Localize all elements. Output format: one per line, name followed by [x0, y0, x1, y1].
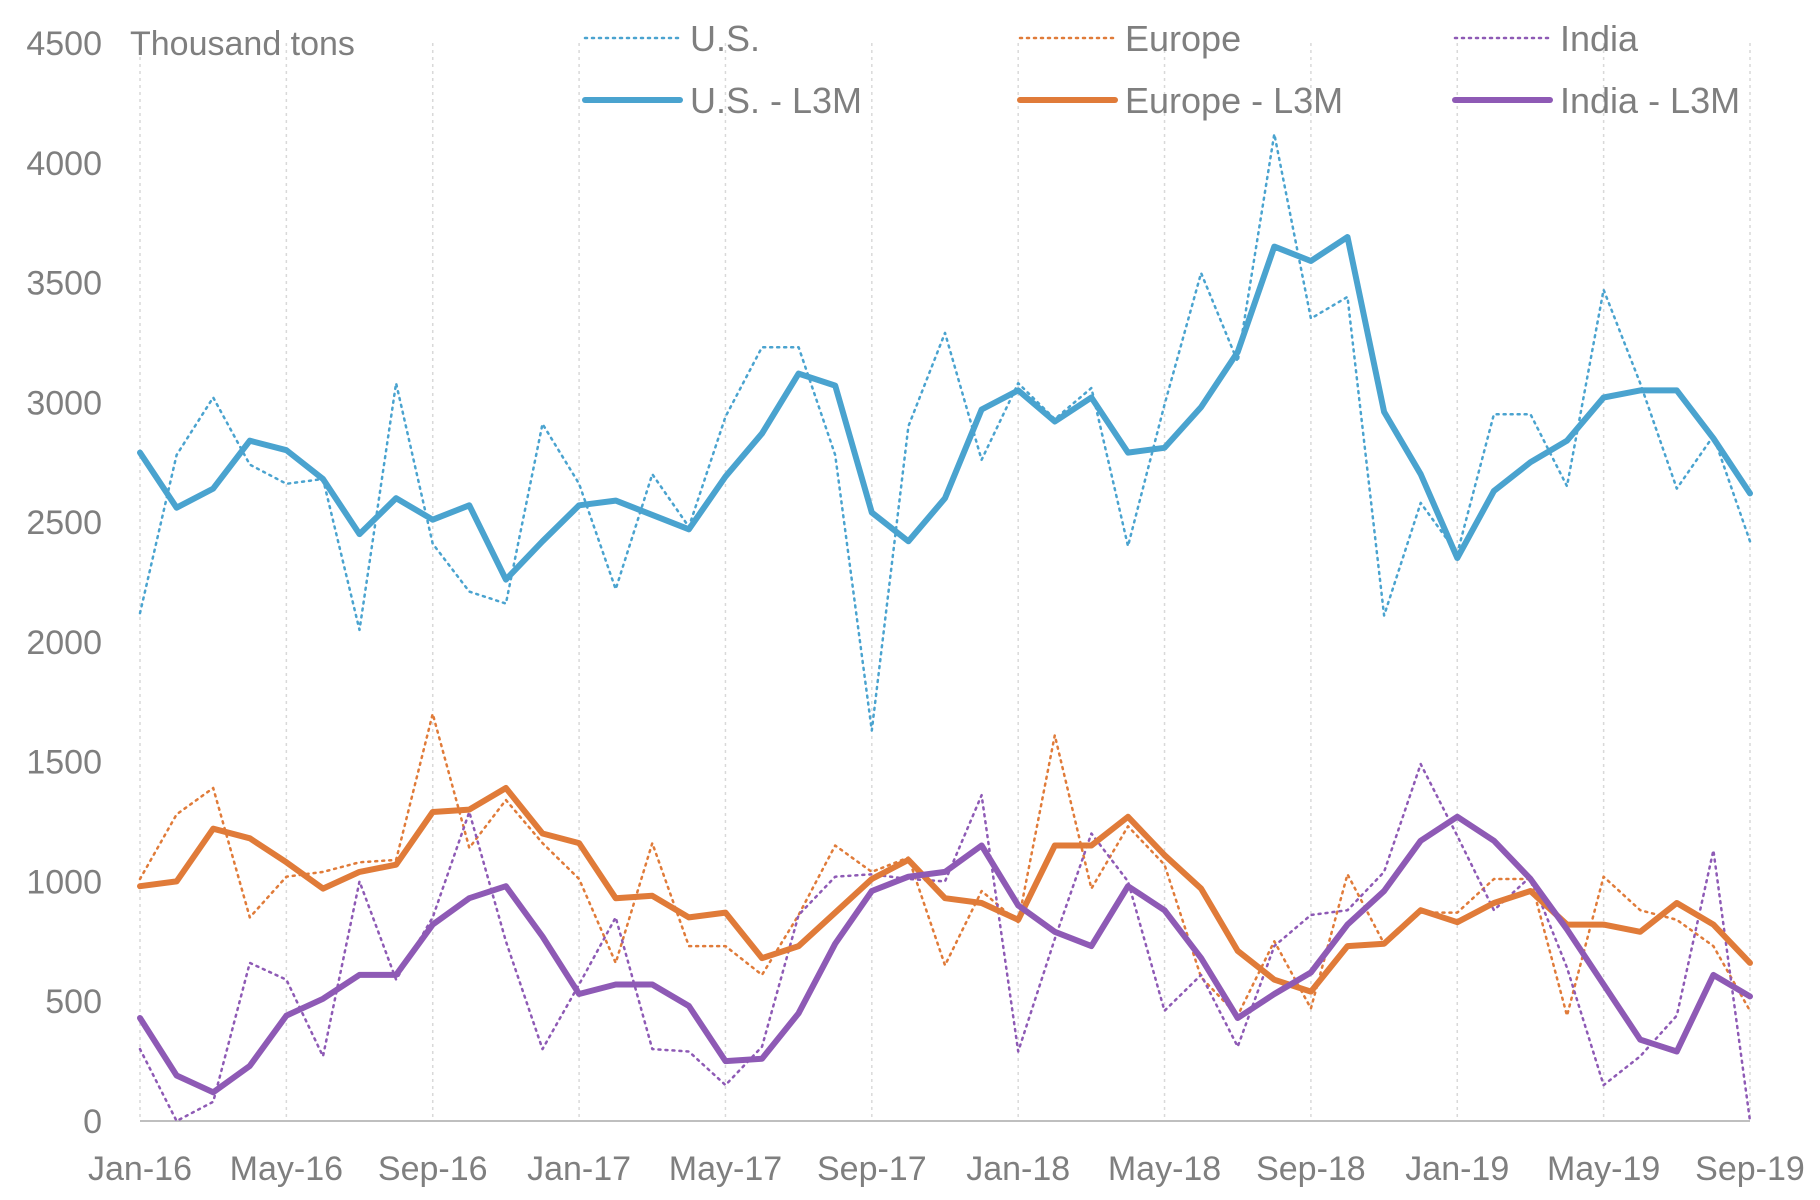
y-axis-unit-label: Thousand tons — [130, 25, 355, 63]
legend-label: U.S. — [690, 18, 760, 59]
x-tick-label: Sep-16 — [378, 1150, 488, 1188]
legend-label: Europe - L3M — [1125, 80, 1343, 121]
legend-label: Europe — [1125, 18, 1241, 59]
series-lines — [137, 132, 1753, 1123]
legend: U.S. U.S. - L3M Europe Europe - L3M India Ind… — [582, 18, 1740, 121]
x-tick-label: Jan-19 — [1405, 1150, 1509, 1188]
x-tick-label: May-18 — [1108, 1150, 1221, 1188]
gridlines — [139, 43, 1751, 1121]
x-tick-label: May-16 — [230, 1150, 343, 1188]
legend-label: India — [1560, 18, 1639, 59]
axes: Jan-16 May-16 Sep-16 Jan-17 May-17 Sep-17 Jan-… — [26, 25, 1804, 1188]
series-line-europe-l3m — [137, 785, 1753, 995]
series-line-u-s — [138, 132, 1752, 732]
x-tick-label: Jan-17 — [527, 1150, 631, 1188]
x-tick-label: Sep-18 — [1256, 1150, 1366, 1188]
series-line-u-s-l3m — [137, 234, 1753, 583]
series-line-india-l3m — [137, 813, 1753, 1096]
x-tick-label: May-17 — [669, 1150, 782, 1188]
x-tick-label: Jan-18 — [966, 1150, 1070, 1188]
x-tick-label: Sep-19 — [1695, 1150, 1805, 1188]
series-line-india — [138, 762, 1752, 1123]
y-tick-label: 4500 — [26, 25, 102, 63]
y-tick-label: 500 — [45, 983, 102, 1021]
series-line-europe — [138, 712, 1752, 1017]
y-tick-label: 2500 — [26, 504, 102, 542]
y-tick-label: 3500 — [26, 265, 102, 303]
x-tick-label: Sep-17 — [817, 1150, 927, 1188]
y-tick-label: 4000 — [26, 145, 102, 183]
y-tick-label: 3000 — [26, 384, 102, 422]
x-tick-label: Jan-16 — [88, 1150, 192, 1188]
legend-label: India - L3M — [1560, 80, 1740, 121]
y-tick-label: 2000 — [26, 624, 102, 662]
y-tick-label: 1500 — [26, 744, 102, 782]
y-tick-label: 1000 — [26, 863, 102, 901]
x-tick-label: May-19 — [1547, 1150, 1660, 1188]
legend-label: U.S. - L3M — [690, 80, 862, 121]
y-tick-label: 0 — [83, 1103, 102, 1141]
